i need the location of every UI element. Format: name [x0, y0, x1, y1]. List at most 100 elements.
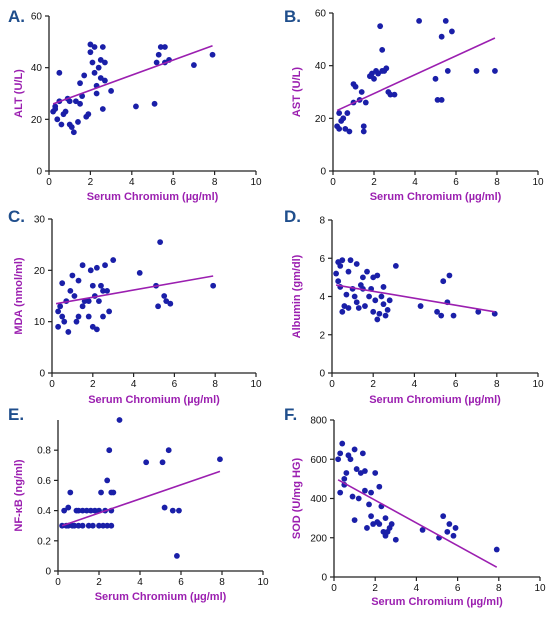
data-point — [351, 446, 358, 453]
data-point — [335, 456, 342, 463]
chart-panel-e: E. 0 2 4 6 8 10 0 0.2 0.4 0.6 0.8 Serum Chromium (µg… — [8, 405, 269, 603]
data-point — [376, 521, 383, 527]
x-tick-label: 10 — [257, 577, 269, 588]
x-axis-label: Serum Chromium (µg/ml) — [87, 191, 219, 203]
data-point — [382, 515, 389, 522]
y-tick-label: 6 — [319, 254, 325, 265]
data-point — [446, 272, 453, 279]
data-point — [392, 263, 399, 269]
data-point — [417, 303, 424, 309]
y-tick-label: 40 — [31, 63, 43, 74]
data-point — [99, 44, 106, 50]
y-tick-label: 0 — [320, 167, 326, 178]
data-point — [102, 262, 108, 269]
data-point — [355, 495, 362, 502]
y-tick-label: 0.2 — [37, 536, 51, 547]
chart-panel-b: B. 0 2 4 6 8 10 0 20 40 60 Serum Chromium (µg/ml) AS… — [284, 7, 544, 203]
data-point — [351, 293, 358, 300]
data-point — [153, 59, 160, 66]
data-point — [96, 522, 102, 529]
data-point — [52, 103, 59, 110]
regression-line — [61, 470, 221, 527]
data-point — [93, 90, 100, 97]
y-axis-label: MDA (nmol/ml) — [13, 257, 25, 335]
data-point — [96, 298, 102, 305]
data-point — [100, 313, 106, 320]
data-point — [161, 293, 168, 299]
data-point — [66, 98, 73, 105]
regression-line — [337, 479, 498, 568]
y-tick-label: 0 — [36, 167, 42, 178]
y-axis-label: NF-κB (ng/ml) — [13, 459, 25, 531]
y-tick-label: 60 — [31, 12, 43, 23]
data-point — [432, 75, 439, 82]
data-point — [77, 100, 83, 107]
data-point — [364, 525, 370, 531]
data-point — [73, 318, 80, 325]
data-point — [58, 121, 65, 128]
data-point — [110, 489, 117, 496]
data-point — [70, 129, 77, 136]
data-point — [85, 111, 92, 118]
data-point — [69, 272, 76, 279]
data-point — [341, 475, 348, 482]
data-point — [101, 59, 108, 66]
data-point — [106, 308, 113, 315]
y-tick-label: 600 — [310, 455, 327, 466]
data-point — [368, 513, 374, 520]
data-point — [370, 308, 377, 315]
x-axis-label: Serum Chromium (µg/ml) — [95, 591, 227, 603]
data-point — [65, 504, 72, 511]
data-point — [87, 49, 94, 56]
y-tick-label: 10 — [34, 317, 46, 328]
data-point — [333, 270, 340, 277]
x-axis-label: Serum Chromium (µg/ml) — [369, 394, 501, 406]
data-point — [353, 466, 360, 472]
data-point — [369, 70, 375, 77]
data-point — [79, 303, 86, 310]
y-tick-label: 4 — [319, 292, 325, 303]
regression-line — [52, 44, 213, 105]
data-point — [106, 447, 113, 454]
data-point — [382, 312, 389, 319]
data-point — [387, 91, 394, 98]
data-point — [383, 65, 390, 72]
data-point — [434, 308, 440, 315]
data-point — [366, 293, 372, 300]
x-tick-label: 8 — [494, 379, 500, 390]
data-point — [133, 103, 139, 110]
x-tick-label: 8 — [212, 177, 218, 188]
data-point — [162, 44, 168, 50]
data-point — [75, 507, 82, 514]
data-point — [99, 106, 106, 112]
x-tick-label: 0 — [55, 577, 61, 588]
x-tick-label: 0 — [329, 379, 335, 390]
y-tick-label: 20 — [31, 115, 43, 126]
x-tick-label: 2 — [372, 583, 378, 594]
data-point — [380, 301, 387, 308]
data-point — [169, 507, 176, 514]
data-point — [61, 318, 68, 325]
data-point — [440, 513, 447, 520]
data-point — [56, 69, 63, 76]
y-tick-label: 2 — [319, 330, 325, 341]
data-point — [375, 70, 381, 77]
data-point — [174, 553, 180, 559]
data-point — [136, 270, 143, 276]
data-point — [108, 88, 114, 94]
data-point — [97, 75, 104, 81]
x-tick-label: 4 — [137, 577, 143, 588]
y-tick-label: 0.8 — [37, 446, 51, 457]
data-point — [438, 97, 445, 103]
data-point — [167, 300, 174, 307]
data-point — [85, 298, 92, 305]
data-point — [449, 28, 455, 35]
panel-letter: C. — [8, 207, 25, 226]
data-point — [57, 303, 64, 310]
y-tick-label: 60 — [315, 9, 327, 20]
data-point — [493, 546, 500, 553]
regression-line — [55, 275, 214, 305]
data-point — [371, 75, 377, 82]
y-axis-label: AST (U/L) — [291, 67, 303, 117]
data-point — [75, 277, 82, 284]
